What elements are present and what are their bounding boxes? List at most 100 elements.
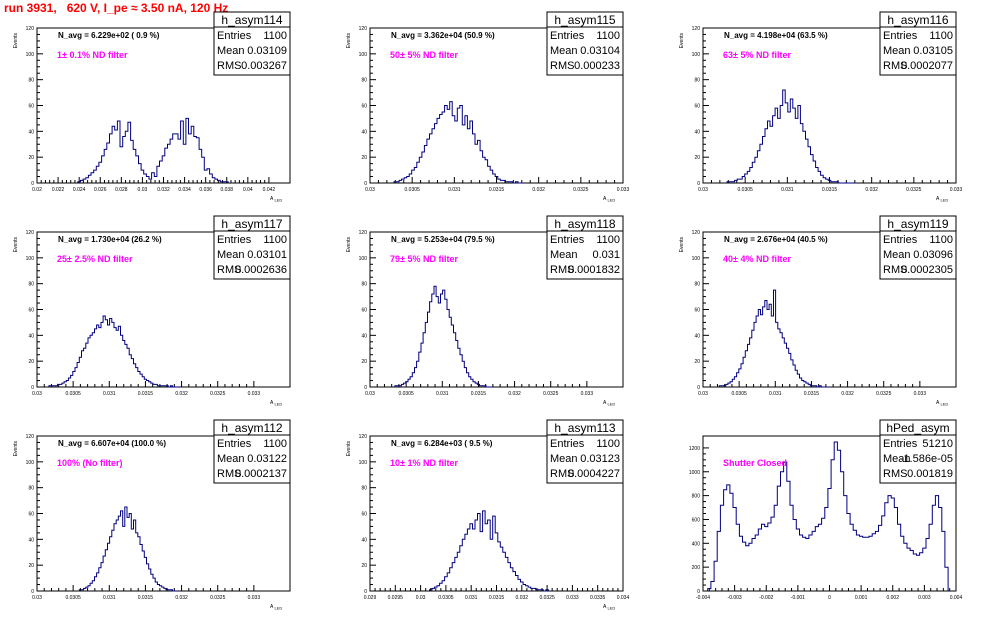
x-tick-label: 0.0305: [438, 595, 454, 601]
y-tick-label: 60: [694, 308, 700, 314]
filter-label: 1± 0.1% ND filter: [57, 50, 128, 60]
x-tick-label: 0.003: [918, 595, 931, 601]
stats-box: [546, 215, 624, 280]
y-tick-label: 100: [359, 52, 368, 58]
y-tick-label: 20: [361, 155, 367, 161]
y-tick-label: 800: [692, 494, 701, 500]
stats-label-entries: Entries: [217, 438, 252, 450]
navg-label: N_avg = 6.229e+02 ( 0.9 %): [58, 31, 160, 40]
x-tick-label: 0.0315: [822, 187, 838, 193]
x-tick-label: 0.03: [365, 391, 375, 397]
stats-value-entries: 1100: [929, 30, 953, 42]
y-tick-label: 120: [692, 26, 701, 32]
x-tick-label: 0.0325: [543, 391, 559, 397]
y-tick-label: 80: [28, 486, 34, 492]
stats-value-rms: 0.0001832: [568, 264, 620, 276]
y-tick-label: 200: [692, 565, 701, 571]
y-tick-label: 80: [694, 282, 700, 288]
stats-label-rms: RMS: [217, 60, 241, 72]
x-tick-label: 0.026: [94, 187, 107, 193]
x-tick-label: 0.0315: [804, 391, 820, 397]
x-tick-label: 0.0315: [489, 595, 505, 601]
stats-value-rms: 0.0002636: [235, 264, 287, 276]
y-axis-title: Events: [679, 237, 685, 253]
x-tick-label: 0.0325: [210, 595, 226, 601]
y-tick-label: 0: [364, 385, 367, 391]
y-tick-label: 60: [28, 512, 34, 518]
y-tick-label: 40: [361, 129, 367, 135]
navg-label: N_avg = 1.730e+04 (26.2 %): [58, 235, 162, 244]
y-axis-title: Events: [13, 33, 19, 49]
stats-value-mean: 0.03101: [247, 249, 287, 261]
stats-label-rms: RMS: [883, 60, 907, 72]
x-tick-label: 0.028: [115, 187, 128, 193]
x-tick-label: 0.032: [157, 187, 170, 193]
y-tick-label: 1000: [689, 470, 700, 476]
navg-label: N_avg = 4.198e+04 (63.5 %): [724, 31, 828, 40]
y-tick-label: 400: [692, 541, 701, 547]
y-tick-label: 0: [697, 589, 700, 595]
y-tick-label: 0: [364, 589, 367, 595]
x-tick-label: 0.032: [175, 391, 188, 397]
y-tick-label: 100: [692, 52, 701, 58]
stats-box: [213, 215, 291, 280]
x-tick-label: 0.031: [465, 595, 478, 601]
y-tick-label: 0: [31, 385, 34, 391]
stats-label-entries: Entries: [217, 30, 252, 42]
x-tick-label: 0.032: [865, 187, 878, 193]
y-tick-label: 40: [694, 333, 700, 339]
x-tick-label: 0.032: [516, 595, 529, 601]
stats-title: h_asym118: [554, 217, 615, 231]
stats-label-rms: RMS: [217, 468, 241, 480]
stats-label-rms: RMS: [883, 468, 907, 480]
y-tick-label: 80: [361, 78, 367, 84]
x-tick-label: 0.036: [199, 187, 212, 193]
x-tick-label: 0.0325: [210, 391, 226, 397]
histogram-series: [429, 510, 549, 592]
y-axis-title: Events: [679, 33, 685, 49]
y-tick-label: 60: [361, 308, 367, 314]
histogram-panel-h_asym115: 0 20 40 60 80 100 120 0.03 0.0305 0.031 0.0315 0.03…: [346, 11, 630, 203]
x-tick-label: 0.0305: [398, 391, 414, 397]
stats-value-rms: 0.0002137: [235, 468, 287, 480]
x-tick-label: 0.03: [365, 187, 375, 193]
stats-box: [213, 11, 291, 76]
stats-box: [879, 419, 957, 484]
x-tick-label: 0.0315: [471, 391, 487, 397]
y-axis-title: Events: [13, 441, 19, 457]
stats-value-rms: 0.003267: [241, 60, 287, 72]
x-tick-label: 0.032: [532, 187, 545, 193]
stats-value-mean: 0.031: [592, 249, 620, 261]
stats-label-entries: Entries: [550, 438, 585, 450]
histogram-series: [726, 89, 857, 184]
x-tick-label: 0.022: [52, 187, 65, 193]
filter-label: 40± 4% ND filter: [723, 254, 791, 264]
y-tick-label: 20: [361, 563, 367, 569]
y-tick-label: 60: [28, 104, 34, 110]
stats-value-mean: 0.03104: [580, 45, 620, 57]
histogram-panel-h_asym117: 0 20 40 60 80 100 120 0.03 0.0305 0.031 0.0315 0.03…: [13, 215, 291, 407]
y-tick-label: 40: [694, 129, 700, 135]
stats-value-entries: 1100: [929, 234, 953, 246]
y-tick-label: 0: [697, 181, 700, 187]
y-tick-label: 100: [359, 460, 368, 466]
y-axis-title: Events: [346, 441, 352, 457]
x-tick-label: 0.0305: [738, 187, 754, 193]
stats-value-entries: 51210: [922, 438, 953, 450]
navg-label: N_avg = 6.284e+03 ( 9.5 %): [391, 439, 493, 448]
stats-box: [879, 215, 957, 280]
x-tick-label: 0.03: [698, 391, 708, 397]
stats-value-entries: 1100: [596, 438, 620, 450]
x-tick-label: 0.033: [617, 187, 630, 193]
stats-value-rms: 0.0002077: [901, 60, 953, 72]
y-tick-label: 20: [28, 359, 34, 365]
stats-box: [546, 419, 624, 484]
x-tick-label: 0.0305: [731, 391, 747, 397]
x-axis-title: A LED: [270, 400, 282, 407]
histogram-panel-h_asym116: 0 20 40 60 80 100 120 0.03 0.0305 0.031 0.0315 0.03…: [679, 11, 962, 203]
y-axis-title: Events: [346, 33, 352, 49]
x-tick-label: 0.034: [178, 187, 191, 193]
navg-label: N_avg = 5.253e+04 (79.5 %): [391, 235, 495, 244]
x-tick-label: 0.0315: [138, 391, 154, 397]
stats-value-mean: 0.03109: [247, 45, 287, 57]
